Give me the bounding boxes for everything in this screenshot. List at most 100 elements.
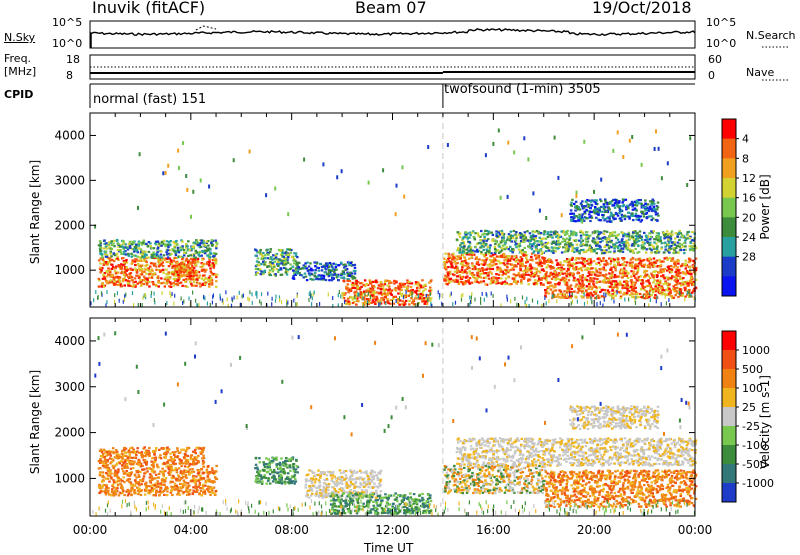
echo-cell [658, 271, 661, 273]
echo-cell [474, 281, 477, 283]
echo-cell [598, 207, 601, 209]
echo-cell [580, 237, 583, 239]
echo-cell [153, 247, 156, 249]
echo-cell [387, 289, 390, 291]
echo-cell [169, 291, 170, 295]
echo-cell [485, 153, 487, 157]
echo-cell [591, 300, 592, 304]
echo-cell [110, 251, 113, 253]
echo-cell [90, 301, 91, 305]
echo-cell [476, 272, 479, 274]
echo-cell [212, 262, 215, 264]
echo-cell [653, 261, 656, 263]
echo-cell [162, 261, 165, 263]
echo-cell [598, 219, 601, 221]
echo-cell [608, 235, 611, 237]
echo-cell [576, 272, 579, 274]
echo-cell [203, 244, 206, 246]
echo-cell [131, 279, 134, 281]
echo-cell [633, 242, 636, 244]
echo-cell [144, 293, 145, 297]
echo-cell [359, 287, 362, 289]
echo-cell [102, 274, 105, 276]
echo-cell [373, 290, 376, 292]
echo-cell [612, 280, 615, 282]
echo-cell [688, 258, 691, 260]
echo-cell [368, 302, 371, 304]
echo-cell [666, 230, 669, 232]
echo-cell [556, 299, 557, 303]
echo-cell [547, 231, 550, 233]
echo-cell [108, 241, 111, 243]
echo-cell [505, 247, 508, 249]
echo-cell [290, 252, 293, 254]
colorbar-swatch [722, 257, 736, 277]
echo-cell [134, 281, 137, 283]
echo-cell [465, 280, 468, 282]
echo-cell [579, 244, 582, 246]
echo-cell [544, 289, 547, 291]
echo-cell [640, 288, 643, 290]
echo-cell [97, 296, 98, 300]
echo-cell [625, 199, 628, 201]
echo-cell [623, 241, 626, 243]
echo-cell [578, 206, 581, 208]
echo-cell [581, 269, 584, 271]
echo-cell [587, 204, 590, 206]
echo-cell [466, 249, 469, 251]
echo-cell [312, 296, 313, 300]
echo-cell [179, 270, 182, 272]
echo-cell [161, 259, 164, 261]
echo-cell [642, 213, 645, 215]
echo-cell [332, 296, 333, 300]
echo-cell [645, 237, 648, 239]
echo-cell [428, 282, 431, 284]
echo-cell [196, 278, 199, 280]
echo-cell [493, 294, 494, 298]
echo-cell [504, 242, 507, 244]
echo-cell [653, 241, 656, 243]
echo-cell [213, 267, 216, 269]
echo-cell [295, 302, 296, 306]
echo-cell [527, 274, 530, 276]
echo-cell [150, 262, 153, 264]
echo-cell [159, 270, 162, 272]
echo-cell [116, 240, 119, 242]
echo-cell [183, 300, 184, 304]
echo-cell [152, 282, 155, 284]
echo-cell [276, 268, 279, 270]
echo-cell [629, 294, 632, 296]
echo-cell [650, 294, 653, 296]
echo-cell [621, 219, 624, 221]
echo-cell [678, 246, 681, 248]
echo-cell [619, 218, 622, 220]
echo-cell [122, 257, 125, 259]
echo-cell [185, 278, 188, 280]
echo-cell [491, 264, 494, 266]
colorbar-swatch [722, 139, 736, 159]
echo-cell [589, 207, 592, 209]
echo-cell [539, 262, 542, 264]
echo-cell [406, 290, 407, 294]
echo-cell [635, 301, 636, 305]
echo-cell [354, 267, 357, 269]
echo-cell [93, 298, 94, 302]
echo-cell [580, 285, 583, 287]
echo-cell [619, 283, 622, 285]
echo-cell [314, 269, 317, 271]
echo-cell [187, 255, 190, 257]
echo-cell [315, 278, 318, 280]
echo-cell [128, 255, 131, 257]
echo-cell [108, 282, 111, 284]
echo-cell [180, 274, 183, 276]
echo-cell [377, 287, 380, 289]
echo-cell [618, 200, 621, 202]
echo-cell [498, 274, 501, 276]
echo-cell [527, 278, 530, 280]
echo-cell [446, 276, 449, 278]
echo-cell [671, 230, 674, 232]
echo-cell [495, 273, 498, 275]
echo-cell [631, 212, 634, 214]
echo-cell [571, 199, 574, 201]
echo-cell [131, 256, 134, 258]
